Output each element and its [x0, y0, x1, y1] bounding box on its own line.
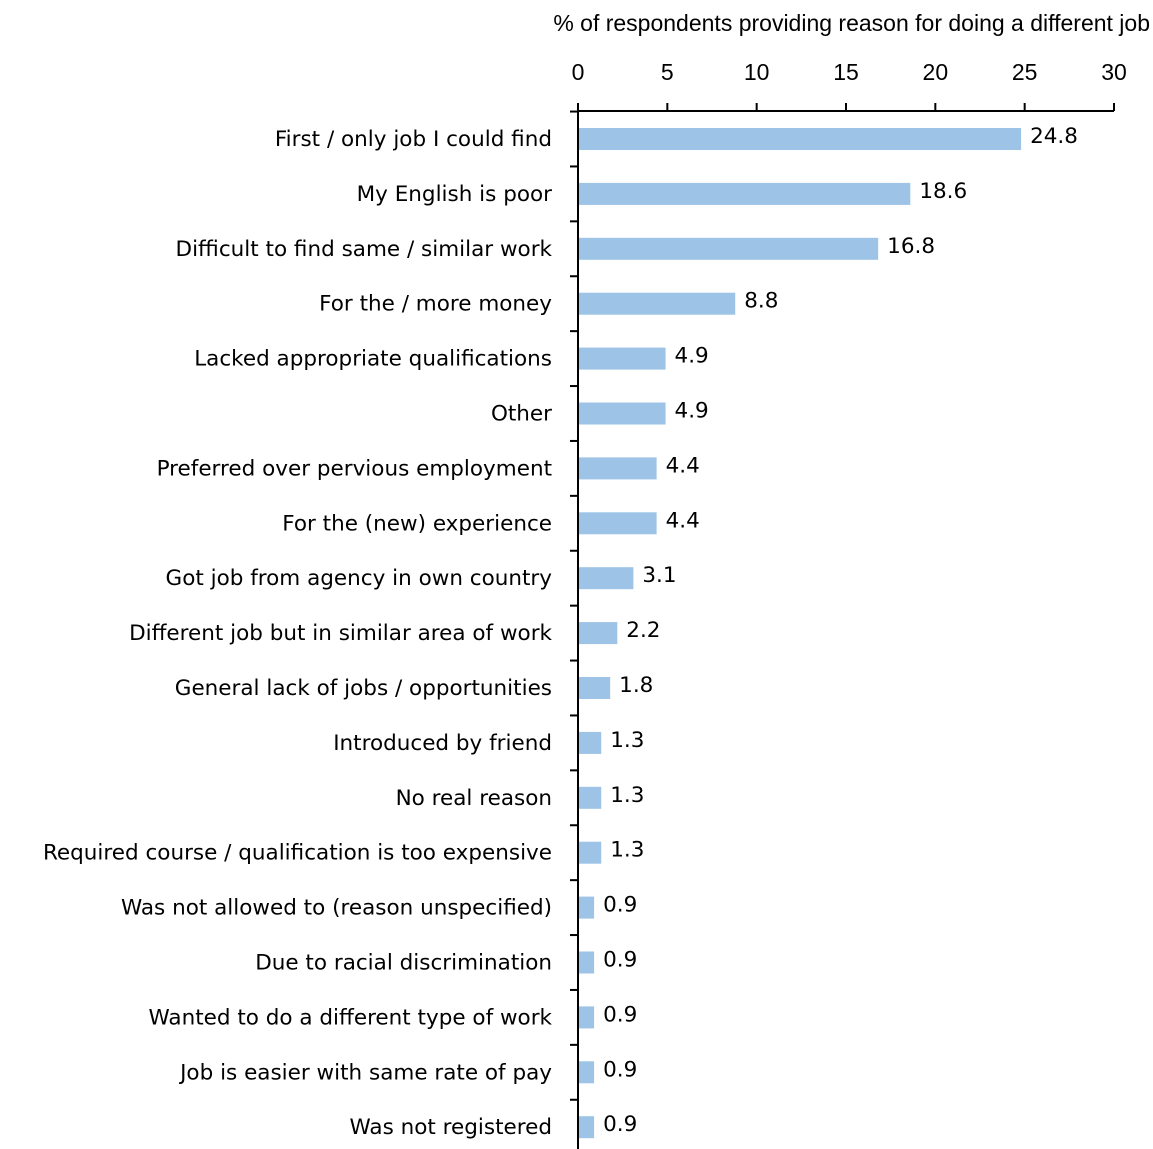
bar — [579, 622, 618, 645]
bar — [579, 402, 666, 425]
x-tick-label: 5 — [661, 59, 674, 85]
data-label: 2.2 — [626, 618, 660, 643]
bar — [579, 128, 1022, 150]
x-tick-label: 10 — [744, 59, 770, 85]
category-label: No real reason — [396, 786, 552, 811]
data-label: 8.8 — [744, 289, 778, 314]
bar — [579, 841, 602, 864]
value-labels: 24.8 18.6 16.8 8.8 4.9 4.9 4.4 4.4 3.1 2.2 1.8 1.3 1… — [603, 124, 1078, 1137]
data-label: 4.9 — [675, 344, 709, 369]
data-label: 0.9 — [603, 893, 637, 918]
data-label: 0.9 — [603, 948, 637, 973]
category-label: Preferred over pervious employment — [157, 456, 552, 481]
category-label: Wanted to do a different type of work — [149, 1005, 553, 1030]
data-label: 24.8 — [1030, 124, 1078, 149]
bar — [579, 237, 879, 260]
data-label: 1.8 — [619, 673, 653, 698]
data-label: 4.4 — [666, 453, 700, 478]
category-label: Was not registered — [350, 1115, 552, 1140]
x-tick-label: 25 — [1012, 59, 1038, 85]
bar — [579, 1006, 595, 1029]
category-label: Difficult to find same / similar work — [176, 237, 553, 262]
bar — [579, 896, 595, 919]
data-label: 4.4 — [666, 508, 700, 533]
category-label: First / only job I could find — [275, 127, 552, 152]
category-label: My English is poor — [357, 182, 553, 207]
bar — [579, 731, 602, 754]
bar — [579, 347, 666, 370]
data-label: 16.8 — [887, 234, 935, 259]
category-label: Required course / qualification is too e… — [43, 841, 552, 866]
category-label: Job is easier with same rate of pay — [178, 1060, 552, 1085]
data-label: 0.9 — [603, 1002, 637, 1027]
data-label: 3.1 — [642, 563, 676, 588]
bars-group — [579, 128, 1022, 1139]
bar — [579, 567, 634, 590]
bar — [579, 292, 736, 315]
bar — [579, 512, 657, 535]
category-label: Got job from agency in own country — [166, 566, 553, 591]
category-label: Introduced by friend — [333, 731, 552, 756]
x-axis-title: % of respondents providing reason for do… — [553, 10, 1150, 36]
bar — [579, 1061, 595, 1084]
data-label: 0.9 — [603, 1112, 637, 1137]
category-label: Due to racial discrimination — [255, 951, 552, 976]
category-label: Different job but in similar area of wor… — [129, 621, 552, 646]
category-label: For the (new) experience — [282, 511, 552, 536]
category-labels: First / only job I could find My English … — [43, 127, 553, 1140]
category-label: For the / more money — [319, 292, 552, 317]
data-label: 4.9 — [675, 399, 709, 424]
bar — [579, 182, 911, 205]
data-label: 1.3 — [610, 728, 644, 753]
axes — [570, 110, 1114, 1149]
bar — [579, 951, 595, 974]
category-label: Other — [491, 402, 552, 427]
category-label: Was not allowed to (reason unspecified) — [121, 896, 552, 921]
category-label: General lack of jobs / opportunities — [175, 676, 552, 701]
x-tick-label: 15 — [833, 59, 859, 85]
data-label: 18.6 — [919, 179, 967, 204]
x-tick-label: 20 — [923, 59, 949, 85]
bar — [579, 457, 657, 480]
data-label: 1.3 — [610, 838, 644, 863]
x-tick-label: 0 — [572, 59, 585, 85]
category-label: Lacked appropriate qualifications — [194, 347, 552, 372]
bar — [579, 677, 611, 699]
x-tick-label: 30 — [1101, 59, 1127, 85]
x-axis-ticks: 0 5 10 15 20 25 30 — [572, 59, 1127, 111]
bar — [579, 1116, 595, 1139]
data-label: 0.9 — [603, 1057, 637, 1082]
data-label: 1.3 — [610, 783, 644, 808]
bar — [579, 786, 602, 809]
